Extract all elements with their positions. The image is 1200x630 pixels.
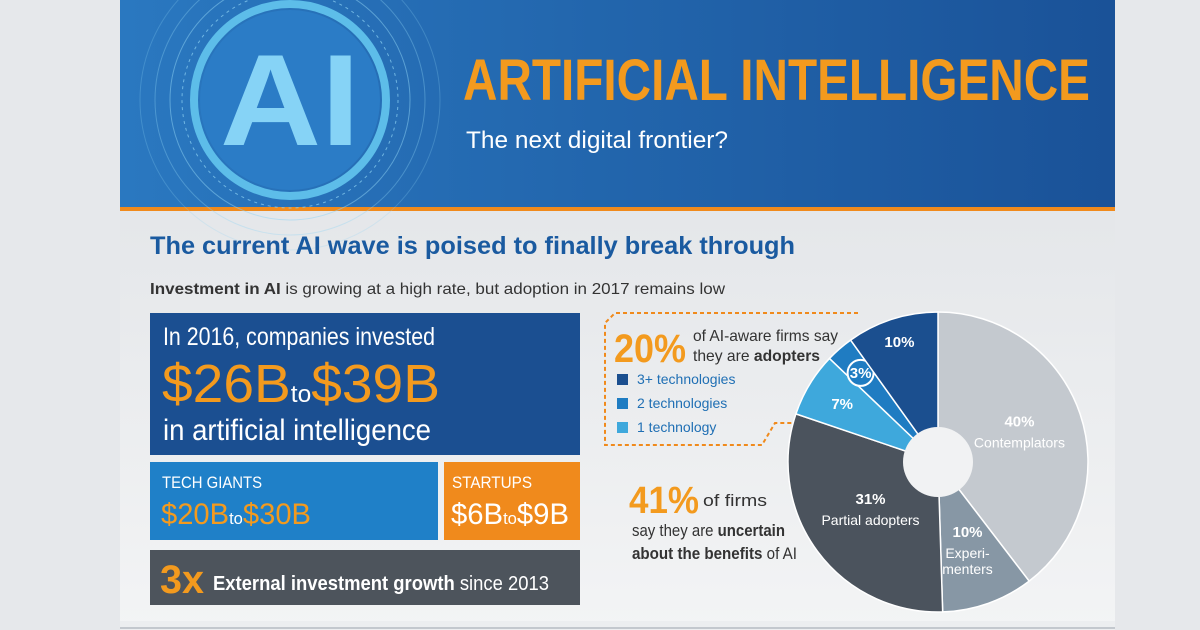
investment-tail: in artificial intelligence bbox=[163, 414, 431, 447]
text-line: $26B to$39B bbox=[162, 354, 440, 414]
text-line: Investment in AI is growing at a high ra… bbox=[150, 281, 725, 298]
text-line: say they are uncertain bbox=[632, 521, 785, 540]
adopters-bold: adopters bbox=[754, 348, 820, 365]
growth-bold: External investment growth bbox=[213, 573, 455, 595]
text-line: in artificial intelligence bbox=[163, 414, 431, 447]
legend-swatch bbox=[617, 398, 628, 409]
text-line: The next digital frontier? bbox=[466, 127, 728, 154]
adopters-share: 20% bbox=[614, 327, 686, 371]
text-line: 20% bbox=[614, 327, 686, 371]
text-line: ARTIFICIAL INTELLIGENCE bbox=[463, 48, 1090, 113]
slice-category-label: Experi-menters bbox=[942, 545, 993, 577]
growth-text: since 2013 bbox=[455, 573, 549, 595]
footer-band bbox=[120, 621, 1115, 630]
growth-box bbox=[150, 550, 580, 605]
legend-swatch bbox=[617, 374, 628, 385]
section-title: The current AI wave is poised to finally… bbox=[150, 232, 795, 260]
slice-category-label: Contemplators bbox=[974, 434, 1065, 450]
tech-giants-box bbox=[150, 462, 438, 540]
legend-label: 1 technology bbox=[637, 419, 716, 435]
connector: to bbox=[229, 509, 243, 528]
legend-label: 3+ technologies bbox=[637, 371, 735, 387]
text-line: of firms bbox=[703, 491, 767, 510]
investment-lead: In 2016, companies invested bbox=[163, 323, 435, 351]
legend-label: 2 technologies bbox=[637, 395, 727, 411]
text-line: 3x bbox=[160, 558, 204, 602]
uncertain-bold: uncertain bbox=[718, 521, 785, 540]
adopters-line1: of AI-aware firms say bbox=[693, 328, 838, 345]
pie-slice bbox=[849, 311, 939, 465]
uncertain-share: 41% bbox=[629, 480, 699, 522]
pie-slice bbox=[937, 459, 1031, 613]
text-line: In 2016, companies invested bbox=[163, 323, 435, 351]
logo bbox=[139, 0, 441, 251]
investment-high: $39B bbox=[311, 354, 440, 414]
startups-high: $9B bbox=[517, 498, 569, 531]
slice-value-label: 31% bbox=[855, 491, 885, 508]
slice-value-label: 10% bbox=[884, 334, 914, 351]
donut-hole bbox=[903, 427, 973, 497]
text-line: of AI-aware firms say bbox=[693, 328, 838, 345]
legend-swatch bbox=[617, 422, 628, 433]
uncertain-line3: of AI bbox=[762, 544, 797, 563]
uncertain-line1: of firms bbox=[703, 491, 767, 510]
tech-giants-low: $20B bbox=[161, 498, 229, 531]
text-line: The current AI wave is poised to finally… bbox=[150, 232, 795, 260]
uncertain-bold: about the benefits bbox=[632, 544, 762, 563]
callout-frame bbox=[604, 312, 858, 446]
slice-value-label: 10% bbox=[953, 524, 983, 541]
logo-text: AI bbox=[220, 27, 360, 173]
slice-category-label: Partial adopters bbox=[821, 512, 919, 528]
connector: to bbox=[291, 381, 311, 408]
text-line: $20Bto$30B bbox=[161, 498, 311, 531]
subtitle: The next digital frontier? bbox=[466, 127, 728, 154]
growth-multiplier: 3x bbox=[160, 558, 204, 602]
tech-giants-high: $30B bbox=[243, 498, 311, 531]
text-line: about the benefits of AI bbox=[632, 544, 797, 563]
slice-value-label: 40% bbox=[1004, 413, 1034, 430]
uncertain-line2: say they are bbox=[632, 521, 718, 540]
text-line: they are adopters bbox=[693, 348, 820, 365]
adopters-line2: they are bbox=[693, 348, 754, 365]
startups-box bbox=[444, 462, 580, 540]
tech-giants-label: TECH GIANTS bbox=[162, 473, 262, 492]
title: ARTIFICIAL INTELLIGENCE bbox=[463, 48, 1090, 113]
connector: to bbox=[503, 509, 517, 528]
startups-low: $6B bbox=[451, 498, 503, 531]
text-line: STARTUPS bbox=[452, 473, 532, 492]
intro-text: is growing at a high rate, but adoption … bbox=[281, 281, 726, 298]
text-line: External investment growth since 2013 bbox=[213, 573, 549, 595]
text-line: 41% bbox=[629, 480, 699, 522]
text-line: TECH GIANTS bbox=[162, 473, 262, 492]
investment-box bbox=[150, 313, 580, 455]
header-rule bbox=[120, 207, 1115, 211]
slice-value-label: 7% bbox=[831, 396, 853, 413]
pie-slice bbox=[937, 311, 1089, 583]
intro-bold: Investment in AI bbox=[150, 281, 281, 298]
donut-chart: 40% Contemplators 10% Experi-menters 31% Part… bbox=[617, 311, 1089, 613]
slice-value-label: 3% bbox=[850, 365, 872, 382]
startups-label: STARTUPS bbox=[452, 473, 532, 492]
investment-low: $26B bbox=[162, 354, 291, 414]
text-line: $6Bto$9B bbox=[451, 498, 569, 531]
